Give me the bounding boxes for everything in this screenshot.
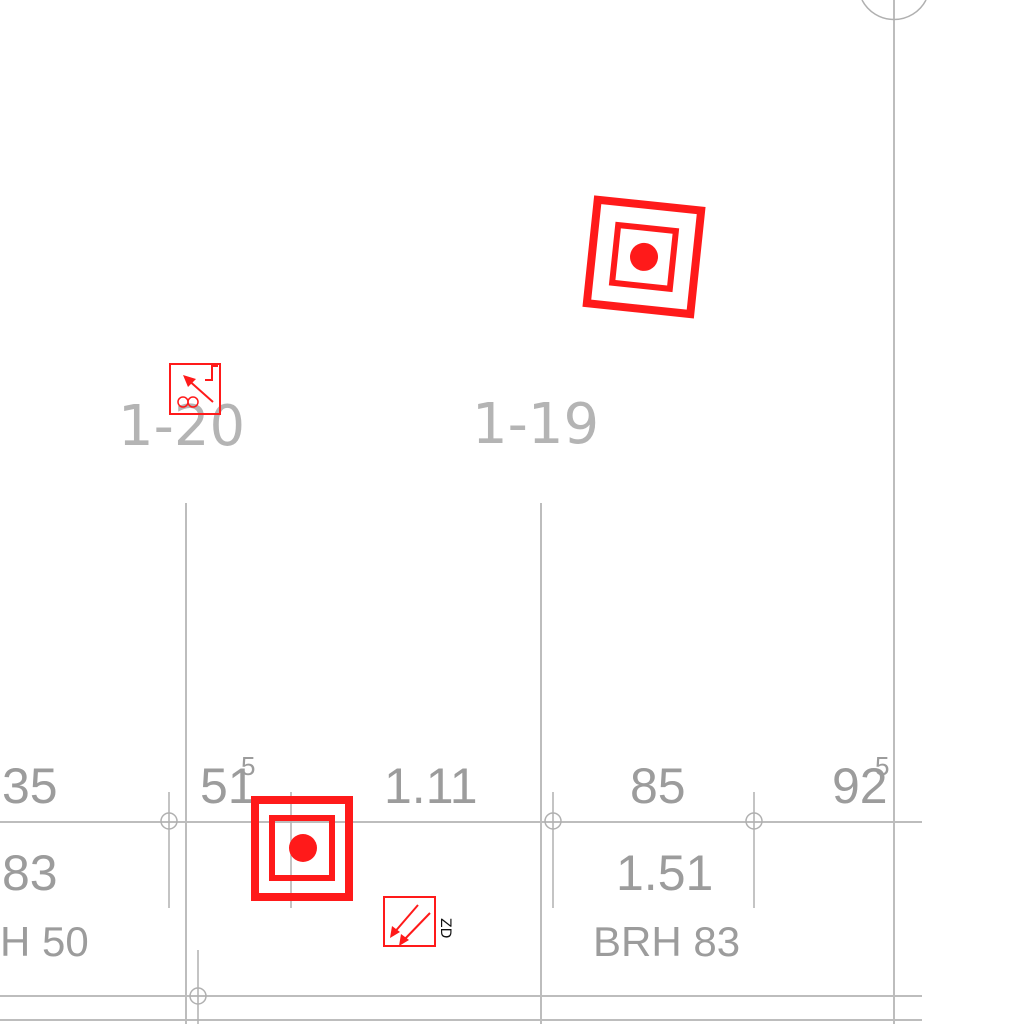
opening-width-92-sup: 5	[875, 751, 889, 781]
opening-width-92: 92	[832, 758, 888, 814]
brh-label-h50: H 50	[0, 918, 89, 965]
door-swing-arc	[861, 0, 927, 21]
opening-width-85: 85	[630, 758, 686, 814]
ceiling-outlet-icon[interactable]	[582, 195, 706, 319]
opening-width-51-sup: 5	[241, 751, 255, 781]
dim-node	[745, 812, 763, 830]
dim-node	[189, 987, 207, 1005]
brh-label-83: BRH 83	[593, 918, 740, 965]
opening-width-35: 35	[2, 758, 58, 814]
return-air-icon[interactable]	[169, 363, 221, 415]
opening-height-83: 83	[2, 845, 58, 901]
dim-node	[544, 812, 562, 830]
room-label-1-19: 1-19	[472, 392, 599, 457]
dim-node	[160, 812, 178, 830]
wall-outlet-icon[interactable]	[251, 796, 353, 901]
supply-air-tag: ZD	[437, 918, 453, 938]
dimension-ticks	[160, 792, 763, 1005]
wall-lines	[0, 0, 927, 1024]
opening-height-1-51: 1.51	[616, 845, 713, 901]
opening-width-51: 51	[200, 758, 256, 814]
opening-width-1-11: 1.11	[384, 758, 478, 814]
supply-air-icon[interactable]	[383, 896, 436, 947]
room-label-1-20: 1-20	[118, 394, 245, 459]
